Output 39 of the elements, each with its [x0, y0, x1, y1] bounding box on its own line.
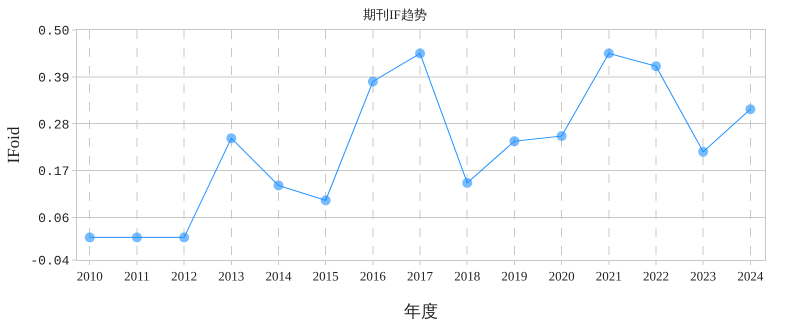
point [415, 48, 426, 58]
x-tick-label: 2018 [454, 268, 480, 284]
y-axis-title: IFoid [4, 126, 23, 164]
y-tick-label: 0.39 [38, 70, 70, 86]
point [604, 48, 614, 58]
x-tick-label: 2015 [312, 268, 339, 284]
y-tick-label: 0.50 [38, 24, 70, 39]
x-tick-label: 2021 [596, 268, 622, 284]
y-tick-label: -0.04 [30, 254, 70, 269]
x-tick-label: 2013 [218, 268, 244, 284]
x-tick-label: 2023 [690, 268, 716, 284]
x-tick-label: 2019 [501, 268, 528, 284]
chart-title: 期刊IF趋势 [363, 7, 427, 22]
point [84, 232, 95, 242]
x-tick-label: 2012 [171, 268, 198, 284]
y-tick-label: 0.28 [38, 117, 70, 132]
point [651, 61, 661, 72]
point [132, 232, 142, 242]
x-tick-label: 2011 [124, 268, 150, 284]
point [273, 180, 284, 190]
point [462, 178, 472, 188]
point [745, 104, 756, 114]
y-tick-label: 0.17 [38, 164, 70, 180]
point [509, 136, 520, 146]
point [698, 146, 708, 157]
x-tick-label: 2020 [548, 268, 575, 284]
point [320, 195, 331, 206]
y-tick-label: 0.06 [38, 210, 70, 226]
x-tick-label: 2016 [360, 268, 386, 284]
point [179, 232, 190, 242]
x-tick-label: 2017 [407, 268, 434, 284]
point [368, 76, 378, 87]
point [556, 131, 567, 142]
x-tick-label: 2024 [737, 268, 764, 284]
x-tick-label: 2010 [76, 268, 103, 284]
x-axis-title: 年度 [404, 302, 438, 321]
point [226, 133, 236, 144]
x-tick-label: 2022 [643, 268, 669, 284]
x-tick-label: 2014 [265, 268, 292, 284]
